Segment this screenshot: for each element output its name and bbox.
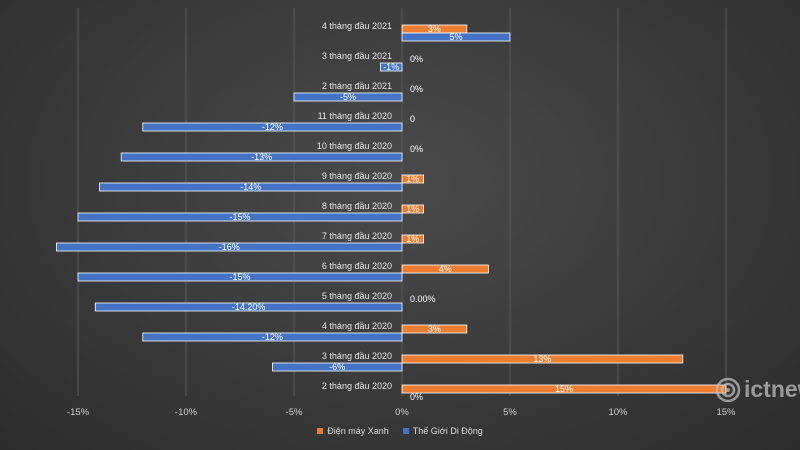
bar-the-gioi-di-dong bbox=[379, 62, 403, 72]
legend-label: Thế Giới Di Động bbox=[412, 426, 483, 436]
data-labels: 3% 5% 0% -1% 0% -5% 0 -12% 0% -13% 1% -14% 1% -15% 1% -… bbox=[219, 24, 573, 402]
data-label-the-gioi-di-dong: -13% bbox=[251, 152, 272, 162]
category-label: 8 tháng đầu 2020 bbox=[322, 201, 392, 211]
data-label-the-gioi-di-dong: -5% bbox=[340, 92, 356, 102]
watermark-text: ictnews bbox=[744, 376, 800, 402]
data-label-dien-may-xanh: 0 bbox=[410, 114, 415, 124]
category-label: 9 tháng đầu 2020 bbox=[322, 171, 392, 181]
data-label-dien-may-xanh: 0.00% bbox=[410, 294, 436, 304]
globe-icon bbox=[715, 377, 741, 402]
data-label-the-gioi-di-dong: -1% bbox=[383, 62, 399, 72]
bar-the-gioi-di-dong bbox=[77, 212, 403, 222]
category-label: 6 tháng đầu 2020 bbox=[322, 261, 392, 271]
data-label-dien-may-xanh: 0% bbox=[410, 54, 423, 64]
data-label-dien-may-xanh: 4% bbox=[439, 264, 452, 274]
category-label: 11 tháng đầu 2020 bbox=[318, 111, 392, 121]
category-label: 10 tháng đầu 2020 bbox=[317, 141, 392, 151]
bar-the-gioi-di-dong bbox=[401, 32, 511, 42]
bar-the-gioi-di-dong bbox=[271, 362, 403, 372]
data-label-dien-may-xanh: 3% bbox=[428, 324, 441, 334]
legend-item-the-gioi-di-dong: Thế Giới Di Động bbox=[402, 426, 483, 436]
bar-dien-may-xanh bbox=[401, 264, 489, 274]
data-label-dien-may-xanh: 0% bbox=[410, 144, 423, 154]
legend-label: Điện máy Xanh bbox=[327, 426, 389, 436]
bar-dien-may-xanh bbox=[401, 234, 425, 244]
category-label: 2 tháng đầu 2020 bbox=[322, 381, 392, 391]
data-label-dien-may-xanh: 15% bbox=[555, 384, 573, 394]
legend-swatch-orange bbox=[317, 428, 324, 434]
bar-the-gioi-di-dong bbox=[142, 122, 403, 132]
bar-dien-may-xanh bbox=[401, 204, 425, 214]
x-tick-label: 10% bbox=[608, 407, 628, 418]
x-tick-label: -10% bbox=[175, 407, 198, 418]
category-labels: 4 tháng đầu 2021 3 tháng đầu 2021 2 tháng … bbox=[317, 21, 392, 391]
category-label: 3 tháng đầu 2020 bbox=[322, 351, 392, 361]
data-label-dien-may-xanh: 13% bbox=[533, 354, 551, 364]
data-label-dien-may-xanh: 1% bbox=[406, 234, 419, 244]
data-label-the-gioi-di-dong: -15% bbox=[229, 272, 250, 282]
data-label-the-gioi-di-dong: -6% bbox=[329, 362, 345, 372]
data-label-dien-may-xanh: 1% bbox=[406, 174, 419, 184]
category-label: 7 tháng đầu 2020 bbox=[322, 231, 392, 241]
x-tick-label: -5% bbox=[286, 407, 303, 418]
bar-the-gioi-di-dong bbox=[99, 182, 403, 192]
bar-the-gioi-di-dong bbox=[56, 242, 403, 252]
data-label-the-gioi-di-dong: -12% bbox=[262, 332, 283, 342]
legend-swatch-blue bbox=[402, 428, 409, 434]
data-label-the-gioi-di-dong: -16% bbox=[219, 242, 240, 252]
legend: Điện máy Xanh Thế Giới Di Động bbox=[0, 426, 800, 436]
data-label-the-gioi-di-dong: 5% bbox=[449, 32, 462, 42]
data-label-the-gioi-di-dong: -15% bbox=[229, 212, 250, 222]
category-label: 2 tháng đầu 2021 bbox=[322, 81, 392, 91]
data-label-dien-may-xanh: 0% bbox=[410, 84, 423, 94]
x-tick-label: 0% bbox=[395, 407, 409, 418]
data-label-the-gioi-di-dong: -14.20% bbox=[232, 302, 266, 312]
bar-dien-may-xanh bbox=[401, 324, 468, 334]
category-label: 3 tháng đầu 2021 bbox=[322, 51, 392, 61]
bar-dien-may-xanh bbox=[401, 384, 727, 394]
bar-the-gioi-di-dong bbox=[142, 332, 403, 342]
bar-the-gioi-di-dong bbox=[293, 92, 403, 102]
data-label-the-gioi-di-dong: 0% bbox=[410, 392, 423, 402]
gridlines bbox=[77, 8, 727, 396]
bar-dien-may-xanh bbox=[401, 354, 684, 364]
bar-the-gioi-di-dong bbox=[94, 302, 403, 312]
category-label: 4 tháng đầu 2020 bbox=[322, 321, 392, 331]
bar-the-gioi-di-dong bbox=[77, 272, 403, 282]
data-label-dien-may-xanh: 3% bbox=[428, 24, 441, 34]
bar-the-gioi-di-dong bbox=[120, 152, 403, 162]
watermark-logo: ictnews bbox=[715, 376, 800, 403]
x-tick-label: 15% bbox=[716, 407, 736, 418]
bars bbox=[56, 24, 727, 394]
x-tick-label: -15% bbox=[67, 407, 90, 418]
x-tick-label: 5% bbox=[503, 407, 517, 418]
data-label-dien-may-xanh: 1% bbox=[406, 204, 419, 214]
bar-dien-may-xanh bbox=[401, 174, 425, 184]
data-label-the-gioi-di-dong: -12% bbox=[262, 122, 283, 132]
category-label: 5 tháng đầu 2020 bbox=[322, 291, 392, 301]
data-label-the-gioi-di-dong: -14% bbox=[240, 182, 261, 192]
category-label: 4 tháng đầu 2021 bbox=[322, 21, 392, 31]
x-axis-ticks: -15% -10% -5% 0% 5% 10% 15% bbox=[67, 407, 736, 418]
legend-item-dien-may-xanh: Điện máy Xanh bbox=[317, 426, 389, 436]
